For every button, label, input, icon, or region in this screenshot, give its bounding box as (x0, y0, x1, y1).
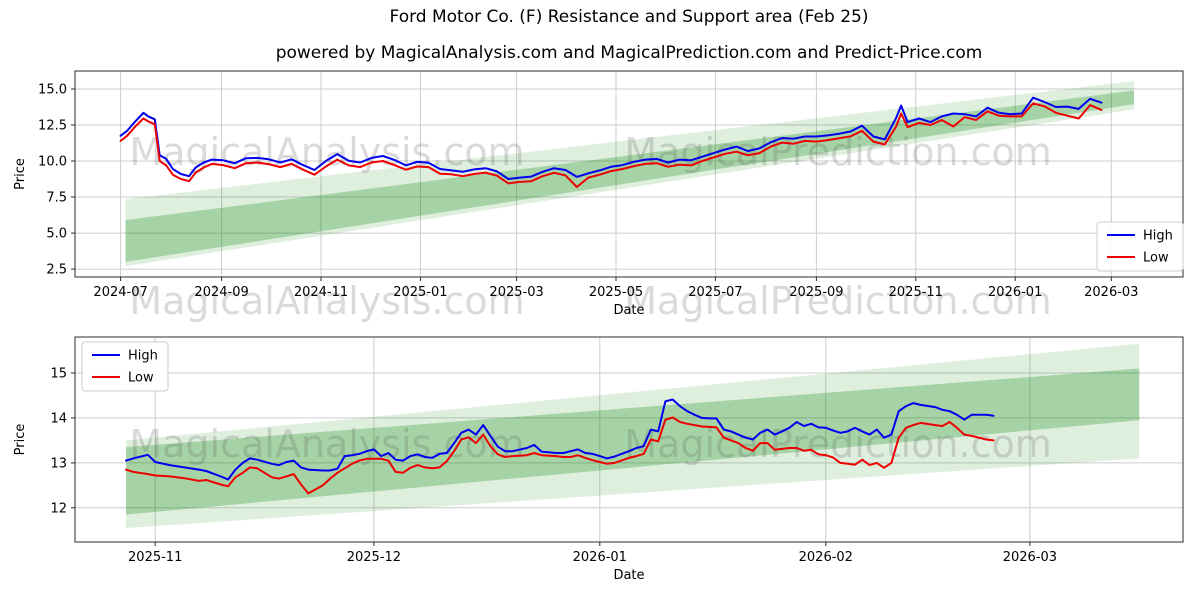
x-tick-label: 2024-07 (93, 285, 147, 300)
y-tick-label: 14 (50, 411, 67, 426)
y-tick-label: 12 (50, 501, 67, 516)
low-line (125, 416, 995, 495)
y-tick-label: 5.0 (46, 227, 67, 242)
x-axis-label: Date (613, 303, 644, 318)
x-tick-label: 2026-03 (1003, 550, 1057, 565)
high-line (125, 398, 995, 481)
plot-frame (74, 336, 1184, 543)
x-tick-label: 2025-09 (789, 285, 843, 300)
y-tick-label: 12.5 (38, 119, 67, 134)
y-axis-label: Price (13, 424, 28, 456)
y-tick-label: 15.0 (38, 83, 67, 98)
support-resistance-band (125, 81, 1135, 267)
y-tick-label: 15 (50, 367, 67, 382)
x-tick-label: 2026-03 (1084, 285, 1138, 300)
overview-chart: 2024-07 2024-09 2024-11 2025-01 2025-03 2025-… (13, 70, 1184, 318)
x-tick-label: 2024-09 (194, 285, 248, 300)
plot-frame (74, 70, 1184, 278)
y-tick-label: 2.5 (46, 263, 67, 278)
chart-title: Ford Motor Co. (F) Resistance and Suppor… (389, 7, 869, 27)
y-tick-label: 7.5 (46, 191, 67, 206)
overview-chart-background (75, 71, 1183, 277)
x-tick-label: 2026-01 (988, 285, 1042, 300)
watermark-text: MagicalPrediction.com (624, 130, 1052, 174)
y-axis-label: Price (13, 158, 28, 190)
zoomed-chart: 2025-11 2025-12 2026-01 2026-02 2026-03 12 13 1… (13, 336, 1184, 583)
watermark-text: MagicalPrediction.com (624, 279, 1052, 323)
x-tick-label: 2025-03 (489, 285, 543, 300)
x-tick-label: 2026-02 (799, 550, 853, 565)
x-tick-label: 2025-05 (589, 285, 643, 300)
watermark-text: MagicalAnalysis.com (129, 130, 524, 174)
support-resistance-band (126, 368, 1140, 515)
legend-label: Low (128, 371, 154, 386)
legend: High Low (1096, 221, 1184, 272)
x-tick-label: 2025-11 (128, 550, 182, 565)
x-tick-label: 2026-01 (573, 550, 627, 565)
y-tick-label: 10.0 (38, 155, 67, 170)
watermark-text: MagicalPrediction.com (624, 422, 1052, 466)
x-tick-label: 2025-01 (393, 285, 447, 300)
legend-label: Low (1143, 251, 1169, 266)
x-tick-label: 2025-11 (889, 285, 943, 300)
watermark-text: MagicalAnalysis.com (129, 279, 524, 323)
y-tick-label: 13 (50, 456, 67, 471)
high-line (119, 96, 1103, 180)
chart-subtitle: powered by MagicalAnalysis.com and Magic… (275, 43, 983, 63)
x-tick-label: 2024-11 (294, 285, 348, 300)
legend-label: High (128, 349, 158, 364)
x-axis-label: Date (613, 568, 644, 583)
zoomed-chart-background (75, 337, 1183, 542)
x-tick-label: 2025-07 (688, 285, 742, 300)
legend-label: High (1143, 229, 1173, 244)
x-tick-label: 2025-12 (347, 550, 401, 565)
watermark-text: MagicalAnalysis.com (129, 422, 524, 466)
low-line (119, 102, 1103, 188)
support-resistance-band (126, 343, 1140, 529)
legend: High Low (81, 341, 169, 392)
support-resistance-band (125, 90, 1135, 262)
